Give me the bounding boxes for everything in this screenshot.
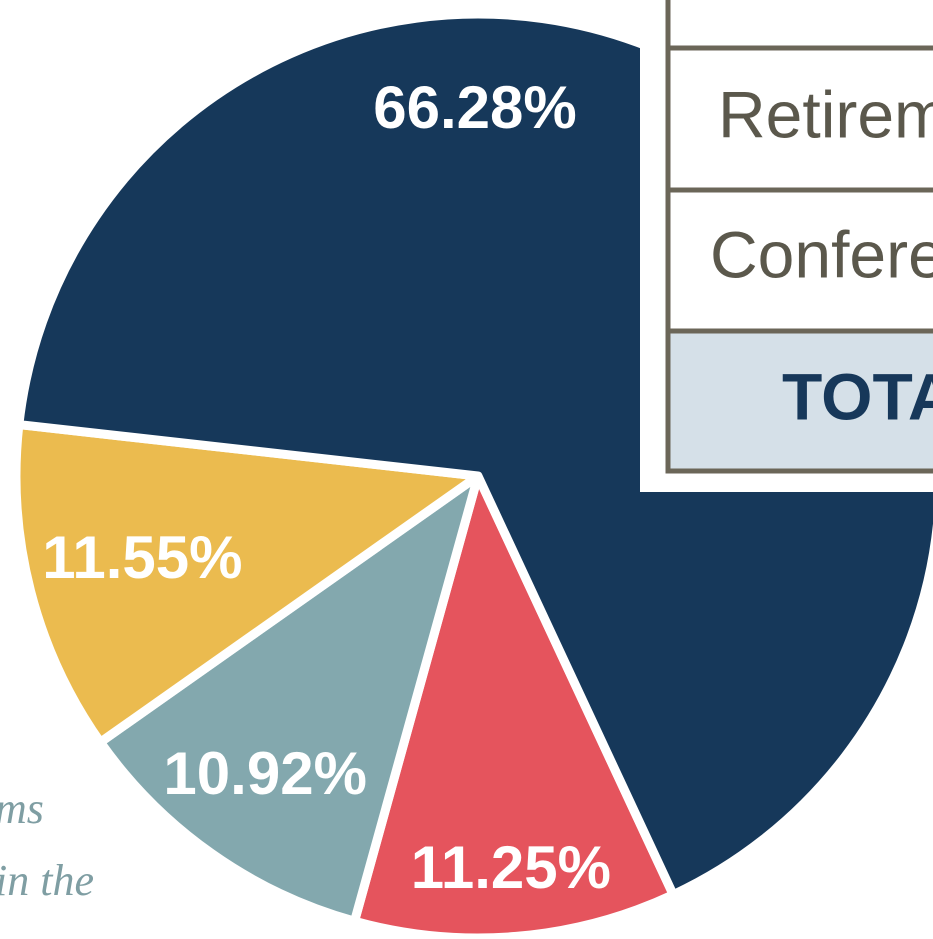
- pie: 11.25% 10.92% 11.55% 66.28%: [11, 9, 933, 939]
- table-total: TOTA: [782, 359, 933, 433]
- total-row-background: [668, 333, 933, 471]
- pie-slice: [350, 471, 678, 939]
- table: Retirem Confere TOTA: [640, 0, 933, 492]
- background-text: ms: [0, 784, 44, 833]
- table-cell: Retirem: [718, 77, 933, 151]
- data-label: 66.28%: [373, 74, 577, 141]
- pie-slice: [95, 471, 483, 926]
- background-text: in the: [0, 856, 94, 905]
- pie-slice: [11, 420, 483, 747]
- data-label: 10.92%: [163, 740, 367, 807]
- data-label: 11.55%: [42, 524, 242, 591]
- table-cell: Confere: [710, 217, 933, 291]
- table-border: [665, 0, 933, 474]
- data-label: 11.25%: [411, 834, 611, 901]
